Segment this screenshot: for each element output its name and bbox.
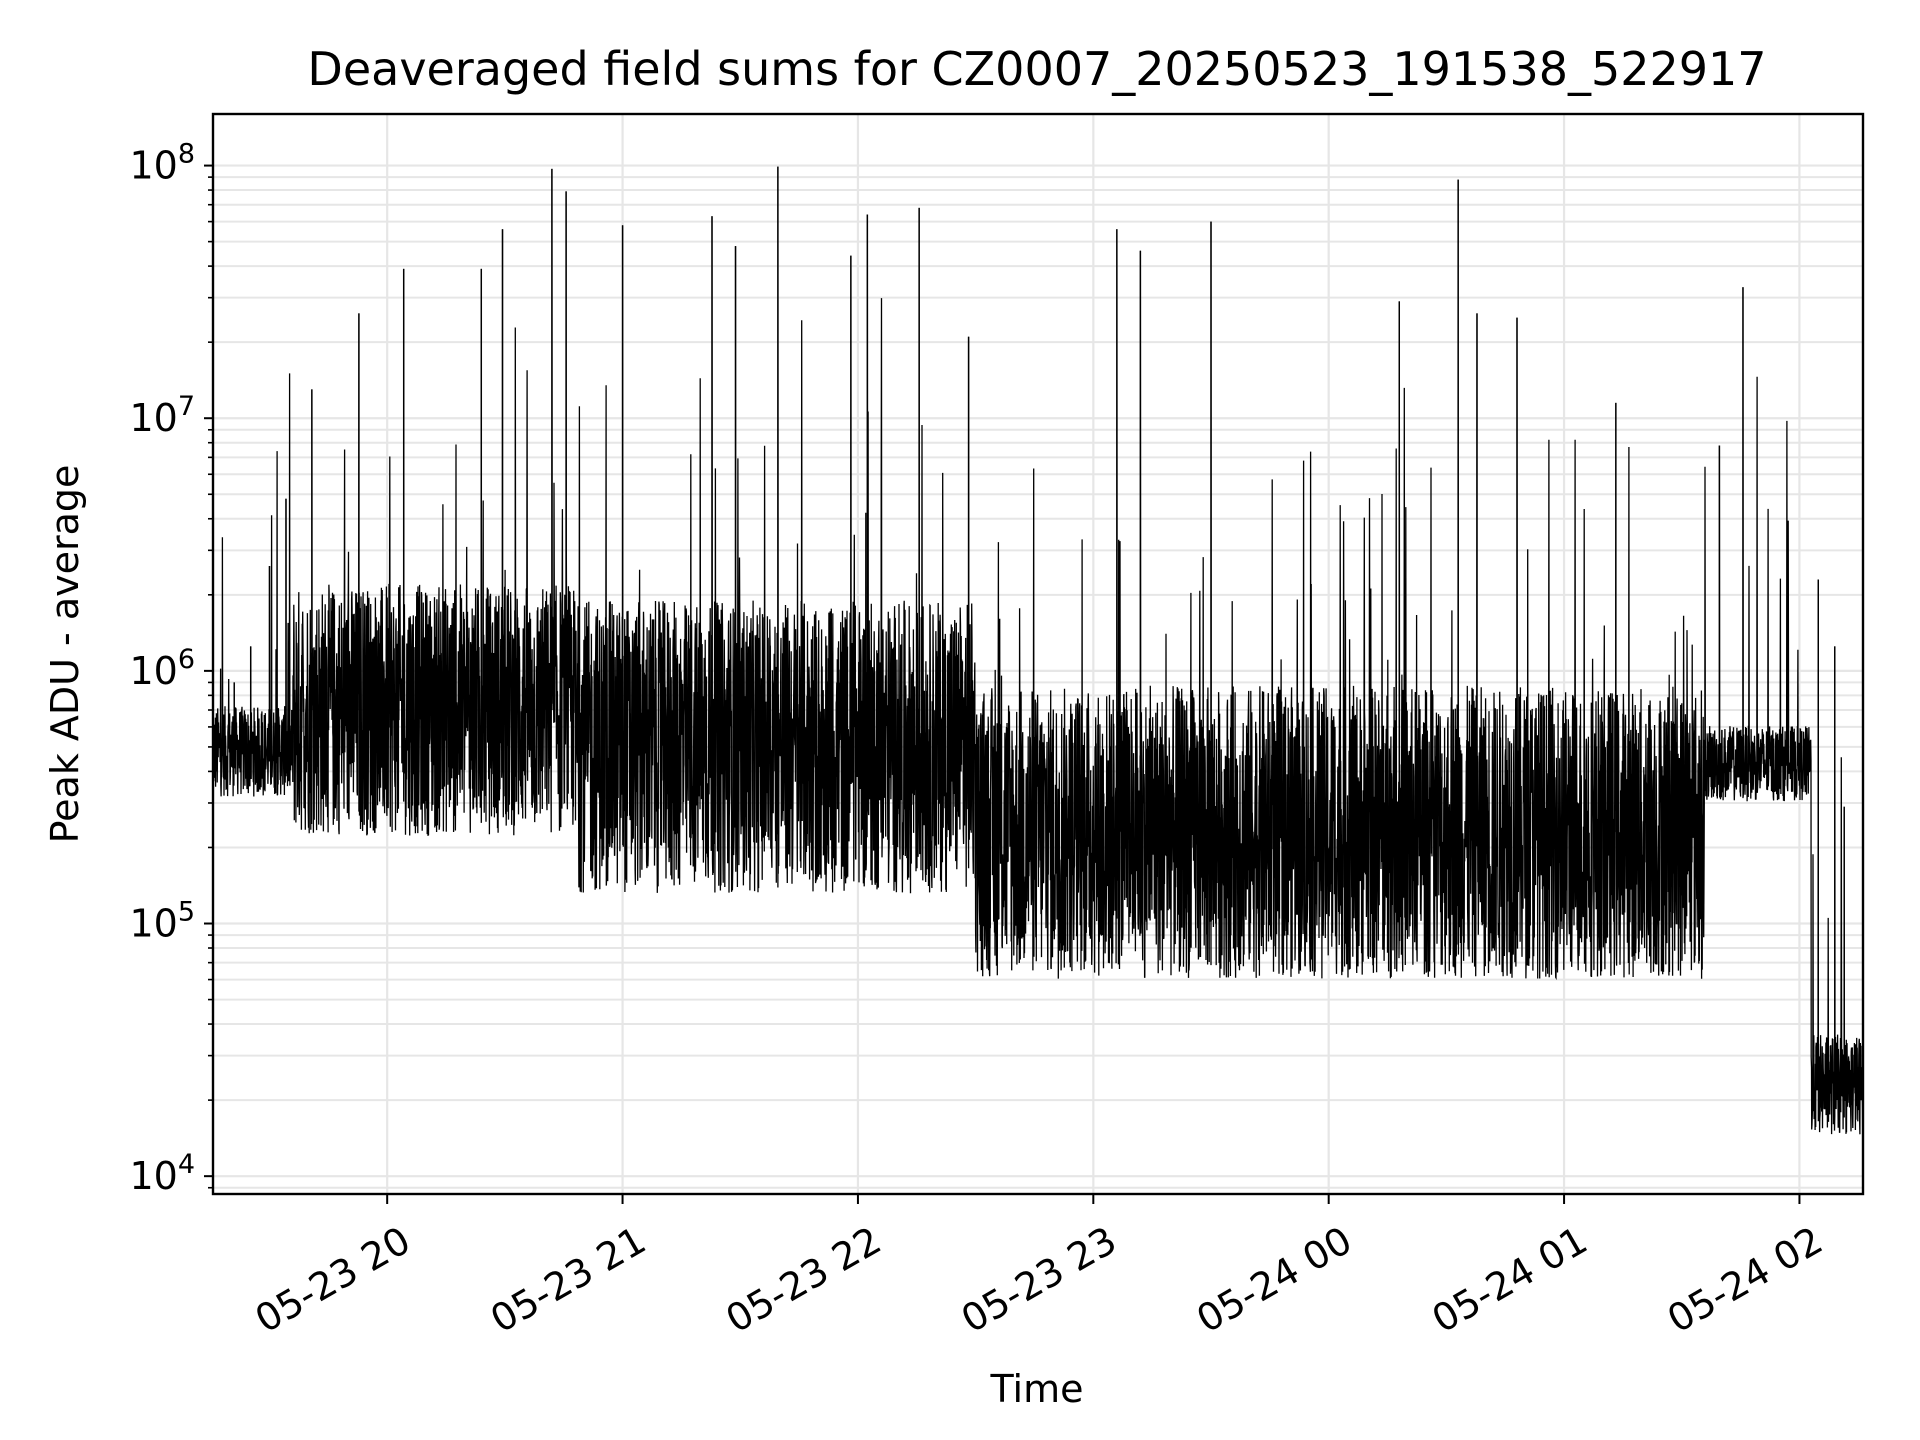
y-axis-title: Peak ADU - average: [43, 465, 87, 844]
y-tick-label: 107: [129, 391, 195, 440]
y-axis: 104 105 106 107 108: [129, 139, 213, 1198]
x-axis-title: Time: [990, 1367, 1084, 1411]
chart-title: Deaveraged field sums for CZ0007_2025052…: [307, 42, 1766, 96]
series-line: [213, 166, 1863, 1135]
y-tick-label: 108: [129, 139, 195, 188]
series-layer: [213, 166, 1863, 1135]
y-tick-label: 106: [129, 644, 195, 693]
y-tick-label: 104: [129, 1149, 195, 1198]
y-tick-label: 105: [129, 897, 195, 946]
plot-frame: [211, 112, 1865, 1196]
